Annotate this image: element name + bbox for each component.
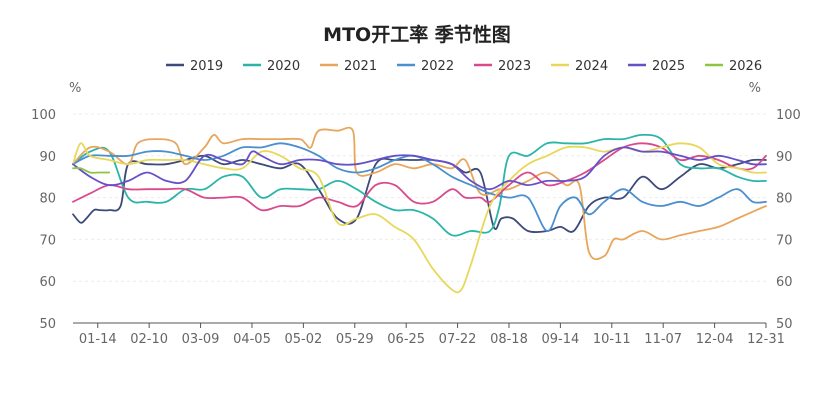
legend-item-2022[interactable]: 2022	[397, 59, 454, 74]
legend-label: 2026	[729, 59, 762, 74]
y-tick-label-left: 100	[31, 108, 56, 123]
series-line-2024	[72, 142, 767, 294]
y-tick-label-right: 80	[776, 192, 793, 207]
y-unit-left: %	[69, 81, 81, 96]
y-tick-label-right: 70	[776, 233, 793, 248]
x-tick-label: 02-10	[130, 332, 168, 347]
legend[interactable]: 2019 2020 2021 2022 2023 2024 2025 2026	[166, 59, 762, 74]
y-unit-right: %	[749, 81, 761, 96]
x-tick-label: 01-14	[79, 332, 117, 347]
legend-label: 2025	[652, 59, 685, 74]
legend-label: 2019	[190, 59, 223, 74]
x-tick-label: 09-14	[541, 332, 579, 347]
series-lines	[72, 126, 767, 294]
y-tick-label-left: 60	[39, 275, 56, 290]
y-tick-label-left: 80	[39, 192, 56, 207]
legend-item-2025[interactable]: 2025	[628, 59, 685, 74]
x-tick-label: 06-25	[387, 332, 425, 347]
legend-label: 2020	[267, 59, 300, 74]
legend-item-2019[interactable]: 2019	[166, 59, 223, 74]
legend-item-2024[interactable]: 2024	[551, 59, 608, 74]
x-axis: 01-14 02-10 03-09 04-05 05-02 05-29 06-25 07-22…	[73, 322, 785, 347]
legend-item-2021[interactable]: 2021	[320, 59, 377, 74]
y-tick-label-right: 50	[776, 317, 793, 332]
series-line-2022	[72, 142, 767, 232]
x-tick-label: 10-11	[593, 332, 631, 347]
y-axis-left: 50 60 70 80 90 100	[31, 108, 56, 332]
series-line-2019	[72, 154, 767, 234]
legend-item-2023[interactable]: 2023	[474, 59, 531, 74]
y-tick-label-left: 90	[39, 150, 56, 165]
legend-item-2026[interactable]: 2026	[705, 59, 762, 74]
legend-label: 2021	[344, 59, 377, 74]
x-tick-label: 03-09	[182, 332, 220, 347]
x-tick-label: 12-04	[696, 332, 734, 347]
legend-label: 2024	[575, 59, 608, 74]
y-tick-label-left: 70	[39, 233, 56, 248]
series-line-2020	[72, 133, 767, 237]
legend-label: 2023	[498, 59, 531, 74]
y-tick-label-right: 60	[776, 275, 793, 290]
series-line-2025	[72, 146, 767, 191]
x-tick-label: 04-05	[233, 332, 271, 347]
x-tick-label: 12-31	[747, 332, 785, 347]
x-tick-label: 05-02	[284, 332, 322, 347]
y-tick-label-right: 90	[776, 150, 793, 165]
series-line-2023	[72, 142, 767, 212]
x-tick-label: 08-18	[490, 332, 528, 347]
x-tick-label: 05-29	[336, 332, 374, 347]
chart-title: MTO开工率 季节性图	[323, 23, 511, 46]
y-tick-label-left: 50	[39, 317, 56, 332]
y-tick-label-right: 100	[776, 108, 801, 123]
legend-label: 2022	[421, 59, 454, 74]
series-line-2026	[72, 167, 111, 174]
legend-item-2020[interactable]: 2020	[243, 59, 300, 74]
x-tick-label: 11-07	[644, 332, 682, 347]
x-tick-label: 07-22	[439, 332, 477, 347]
series-line-2021	[72, 126, 767, 261]
y-axis-right: 50 60 70 80 90 100	[776, 108, 801, 332]
